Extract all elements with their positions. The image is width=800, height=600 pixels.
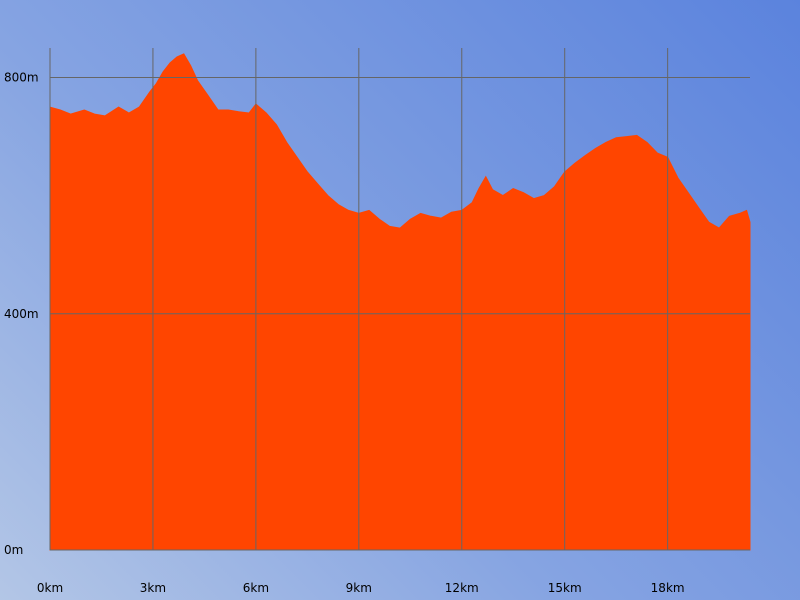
y-tick-label: 800m <box>4 71 39 85</box>
x-tick-label: 0km <box>37 581 63 595</box>
y-tick-label: 400m <box>4 307 39 321</box>
y-tick-labels: 0m 400m 800m <box>4 71 39 557</box>
x-tick-label: 6km <box>243 581 269 595</box>
y-tick-label: 0m <box>4 543 23 557</box>
x-tick-label: 12km <box>445 581 479 595</box>
x-tick-label: 15km <box>548 581 582 595</box>
x-tick-label: 3km <box>140 581 166 595</box>
x-tick-label: 18km <box>651 581 685 595</box>
elevation-area-layer <box>49 53 751 551</box>
x-tick-labels: 0km 3km 6km 9km 12km 15km 18km <box>37 581 685 595</box>
x-tick-label: 9km <box>346 581 372 595</box>
elevation-area <box>49 53 751 551</box>
grid-layer <box>49 48 750 551</box>
